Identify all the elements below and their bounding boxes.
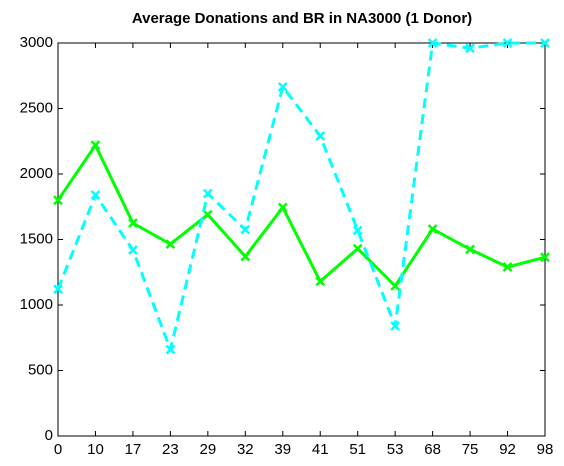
point-marker (502, 262, 513, 272)
point-marker (540, 38, 550, 48)
plot-frame (57, 42, 546, 437)
x-tick-label: 53 (387, 441, 404, 458)
point-marker (202, 188, 213, 199)
x-tick-label: 68 (424, 441, 441, 458)
point-marker (427, 224, 438, 234)
x-tick-label: 10 (87, 441, 104, 458)
point-marker (315, 276, 326, 287)
point-marker (165, 344, 176, 355)
y-tick-label: 2000 (20, 165, 53, 182)
point-marker (240, 251, 251, 262)
point-marker (427, 38, 438, 48)
point-marker (352, 225, 363, 236)
point-marker (465, 43, 475, 54)
point-marker (202, 209, 213, 220)
point-marker (53, 195, 63, 206)
x-tick-label: 98 (537, 441, 554, 458)
series-line (56, 41, 545, 352)
point-marker (53, 284, 63, 295)
y-tick-label: 500 (28, 361, 53, 378)
point-marker (277, 202, 288, 213)
point-marker (540, 252, 550, 263)
y-tick-label: 3000 (20, 34, 53, 51)
chart-title: Average Donations and BR in NA3000 (1 Do… (132, 10, 472, 27)
x-tick-label: 29 (200, 441, 217, 458)
point-marker (90, 140, 101, 151)
point-marker (277, 82, 288, 92)
y-tick-label: 1000 (20, 296, 53, 313)
x-tick-label: 51 (349, 441, 366, 458)
x-tick-label: 92 (499, 441, 516, 458)
point-marker (315, 131, 326, 141)
y-tick-label: 1500 (20, 230, 53, 247)
y-tick-label: 2500 (20, 99, 53, 116)
point-marker (390, 321, 401, 331)
point-marker (352, 243, 363, 254)
x-tick-label: 75 (462, 441, 479, 458)
x-tick-label: 23 (162, 441, 179, 458)
point-marker (90, 190, 101, 200)
point-marker (465, 244, 475, 255)
point-marker (240, 224, 251, 235)
x-tick-label: 32 (237, 441, 254, 458)
point-marker (502, 38, 513, 48)
point-marker (165, 239, 176, 249)
x-tick-label: 39 (274, 441, 291, 458)
series-line (56, 143, 546, 288)
point-marker (390, 281, 401, 291)
y-tick-label: 0 (45, 427, 53, 444)
point-marker (128, 245, 138, 255)
x-tick-label: 41 (312, 441, 329, 458)
x-tick-label: 17 (125, 441, 142, 458)
x-tick-label: 0 (54, 441, 62, 458)
point-marker (128, 218, 138, 229)
